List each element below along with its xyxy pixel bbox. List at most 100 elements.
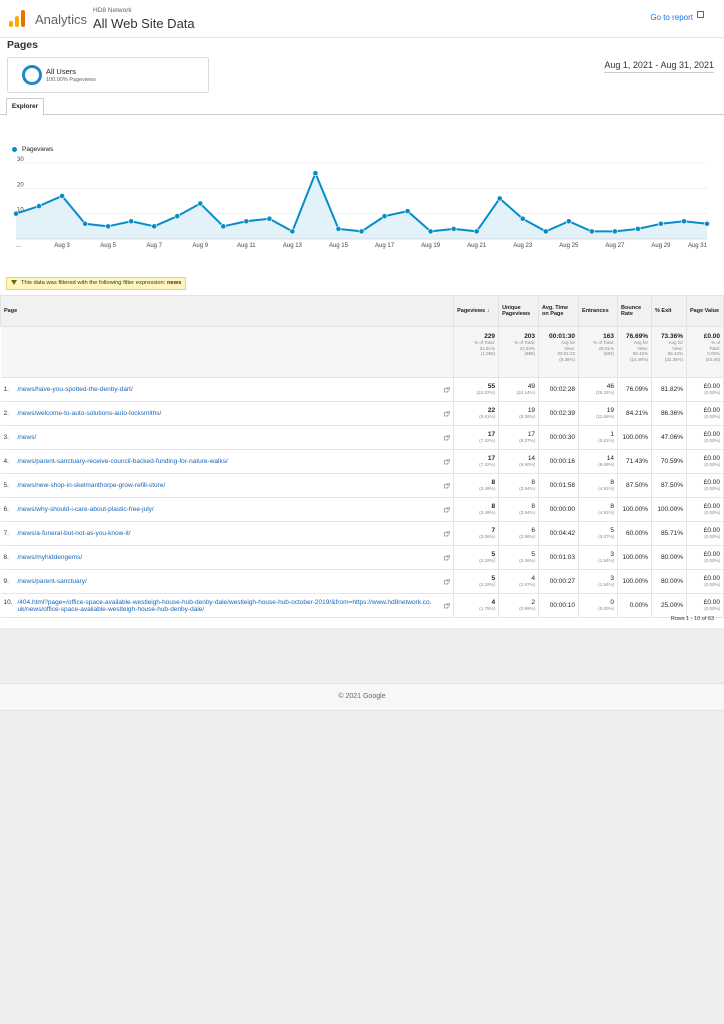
go-to-report-link[interactable]: Go to report [650, 11, 704, 22]
data-point [473, 228, 480, 235]
page-link[interactable]: /news/welcome-to-auto-solutions-auto-loc… [17, 410, 162, 417]
exit-cell: 25.00% [651, 593, 687, 618]
unique-pageviews-cell: 8 (3.94%) [498, 473, 540, 498]
page-link[interactable]: /news/why-should-i-care-about-plastic-fr… [17, 506, 154, 513]
x-tick-label: Aug 3 [54, 243, 70, 249]
date-range-picker[interactable]: Aug 1, 2021 - Aug 31, 2021 [604, 60, 714, 73]
page-link[interactable]: /news/parent-sanctuary-receive-council-b… [17, 458, 228, 465]
totals-label-cell [0, 326, 455, 378]
data-point [243, 218, 250, 225]
pageviews-cell: 55 (24.02%) [453, 377, 500, 402]
chart-legend: Pageviews [12, 146, 53, 153]
bounce-rate-cell: 84.21% [617, 401, 652, 426]
page-link[interactable]: /news/myhiddengems/ [17, 554, 83, 561]
page-cell: 4. /news/parent-sanctuary-receive-council… [0, 449, 455, 474]
page-title: Pages [7, 39, 38, 51]
col-header-exit[interactable]: % Exit [651, 295, 687, 327]
analytics-logo-icon[interactable] [9, 9, 25, 27]
open-page-icon[interactable] [444, 602, 450, 609]
x-tick-label: Aug 19 [421, 243, 441, 249]
data-point [128, 218, 135, 225]
data-point [335, 225, 342, 232]
bounce-rate-cell: 0.00% [617, 593, 652, 618]
segment-card[interactable]: All Users 100.00% Pageviews [7, 57, 209, 93]
col-header-pageviews-label: Pageviews [457, 308, 486, 314]
exit-cell: 70.59% [651, 449, 687, 474]
data-point [82, 220, 88, 227]
pageviews-cell: 17 (7.42%) [453, 449, 500, 474]
y-tick-label: 10 [17, 208, 24, 214]
legend-dot-icon [12, 146, 17, 152]
x-tick-label: ... [16, 243, 21, 249]
open-page-icon[interactable] [444, 578, 450, 585]
external-link-icon [697, 11, 704, 18]
pageviews-cell: 7 (3.06%) [453, 521, 500, 546]
entrances-cell: 3 (1.84%) [578, 569, 619, 594]
brand-name: Analytics [35, 12, 88, 27]
open-page-icon[interactable] [444, 458, 450, 465]
filter-note-text: This data was filtered with the followin… [21, 280, 166, 286]
page-link[interactable]: /news/parent-sanctuary/ [17, 578, 87, 585]
open-page-icon[interactable] [444, 386, 450, 393]
avg-time-cell: 00:00:10 [538, 593, 580, 618]
col-header-page[interactable]: Page [0, 295, 455, 327]
data-point [266, 215, 273, 222]
page-link[interactable]: /news/have-you-spotted-the-denby-dart/ [17, 386, 133, 393]
avg-time-cell: 00:00:27 [538, 569, 580, 594]
data-point [542, 228, 549, 235]
pageviews-cell: 5 (2.18%) [453, 545, 500, 570]
exit-cell: 86.36% [651, 401, 687, 426]
col-header-entrances[interactable]: Entrances [578, 295, 619, 327]
data-point [611, 228, 618, 235]
bounce-rate-cell: 60.00% [617, 521, 652, 546]
col-header-page-value[interactable]: Page Value [685, 295, 724, 327]
app-header: Analytics HD8 Network All Web Site Data … [0, 0, 724, 38]
sort-desc-icon: ↓ [486, 308, 490, 314]
page-value-cell: £0.00 (0.00%) [686, 425, 724, 450]
open-page-icon[interactable] [444, 554, 450, 561]
data-point [13, 210, 19, 217]
data-point [496, 195, 503, 202]
filter-note: This data was filtered with the followin… [6, 277, 187, 290]
open-page-icon[interactable] [444, 530, 450, 537]
x-tick-label: Aug 31 [688, 243, 708, 249]
table-row: 4. /news/parent-sanctuary-receive-council… [0, 449, 724, 474]
page-cell: 9. /news/parent-sanctuary/ [0, 569, 455, 594]
y-tick-label: 20 [17, 182, 24, 188]
tab-explorer[interactable]: Explorer [6, 98, 44, 116]
page-link[interactable]: /news/new-shop-in-skelmanthorpe-grow-ref… [17, 482, 166, 489]
col-header-avg-time[interactable]: Avg. Time on Page [538, 295, 580, 327]
table-header-row: Page Pageviews ↓ Unique Pageviews Avg. T… [0, 295, 724, 327]
avg-time-cell: 00:01:58 [538, 473, 580, 498]
page-link[interactable]: /404.html?page=/office-space-available-w… [17, 598, 432, 613]
col-header-bounce-rate[interactable]: Bounce Rate [617, 295, 652, 327]
col-header-pageviews[interactable]: Pageviews ↓ [453, 295, 500, 327]
x-tick-label: Aug 13 [283, 243, 303, 249]
open-page-icon[interactable] [444, 410, 450, 417]
unique-pageviews-cell: 4 (1.97%) [498, 569, 540, 594]
exit-cell: 87.50% [651, 473, 687, 498]
row-index: 6. [3, 506, 9, 513]
open-page-icon[interactable] [444, 434, 450, 441]
avg-time-cell: 00:01:03 [538, 545, 580, 570]
open-page-icon[interactable] [444, 482, 450, 489]
open-page-icon[interactable] [444, 506, 450, 513]
row-index: 2. [3, 410, 9, 417]
page-link[interactable]: /news/a-funeral-but-not-as-you-know-it/ [17, 530, 131, 537]
page-value-cell: £0.00 (0.00%) [686, 377, 724, 402]
view-name[interactable]: All Web Site Data [93, 16, 195, 31]
unique-pageviews-cell: 2 (0.99%) [498, 593, 540, 618]
entrances-cell: 14 (8.59%) [578, 449, 619, 474]
page-link[interactable]: /news/ [17, 434, 37, 441]
total-page-value: £0.00% of Total: 0.00% (£0.00) [686, 326, 724, 378]
page-value-cell: £0.00 (0.00%) [686, 401, 724, 426]
total-bounce-rate: 76.69% Avg for View: 69.42% (10.48%) [617, 326, 652, 378]
page-cell: 8. /news/myhiddengems/ [0, 545, 455, 570]
y-tick-label: 30 [17, 157, 24, 163]
data-point [588, 228, 595, 235]
col-header-unique-pageviews[interactable]: Unique Pageviews [498, 295, 540, 327]
total-entrances: 163% of Total: 28.01% (582) [578, 326, 619, 378]
total-exit: 73.36% Avg for View: 55.43% (32.35%) [651, 326, 687, 378]
page-cell: 7. /news/a-funeral-but-not-as-you-know-it… [0, 521, 455, 546]
page-cell: 3. /news/ [0, 425, 455, 450]
